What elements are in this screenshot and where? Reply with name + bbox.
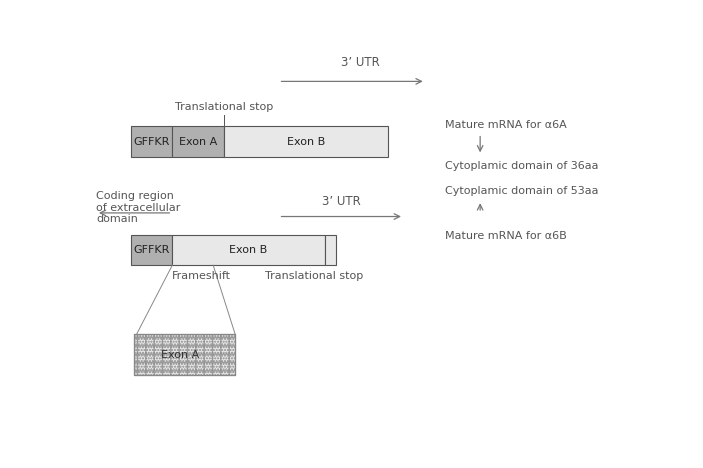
Text: Exon A: Exon A [162, 350, 200, 359]
Text: GFFKR: GFFKR [134, 137, 170, 147]
Text: 3’ UTR: 3’ UTR [322, 195, 361, 207]
Text: Cytoplamic domain of 36aa: Cytoplamic domain of 36aa [445, 161, 598, 171]
Text: 3’ UTR: 3’ UTR [341, 56, 380, 69]
Bar [134, 334, 235, 375]
Text: Frameshift: Frameshift [172, 271, 231, 281]
Bar [325, 234, 336, 265]
Bar [131, 234, 172, 265]
Bar [172, 126, 224, 157]
Bar [172, 234, 325, 265]
Bar [134, 334, 235, 375]
Text: GFFKR: GFFKR [134, 245, 170, 255]
Text: Exon A: Exon A [179, 137, 217, 147]
Bar [131, 126, 172, 157]
Text: Exon B: Exon B [287, 137, 325, 147]
Text: Coding region
of extracellular
domain: Coding region of extracellular domain [96, 191, 181, 225]
Bar [224, 126, 387, 157]
Bar [134, 334, 235, 375]
Text: Mature mRNA for α6B: Mature mRNA for α6B [445, 231, 567, 241]
Text: Exon B: Exon B [229, 245, 268, 255]
Text: Translational stop: Translational stop [175, 102, 273, 112]
Text: Translational stop: Translational stop [265, 271, 363, 281]
Text: Mature mRNA for α6A: Mature mRNA for α6A [445, 120, 567, 130]
Text: Cytoplamic domain of 53aa: Cytoplamic domain of 53aa [445, 186, 598, 196]
